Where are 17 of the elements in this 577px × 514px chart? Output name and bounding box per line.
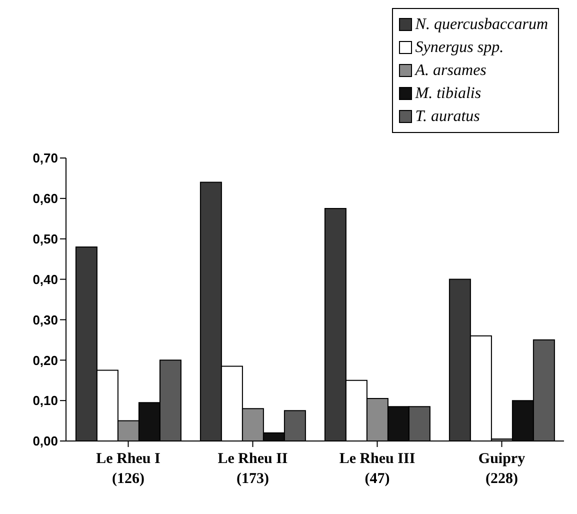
y-tick-label: 0,50 [32,231,58,246]
y-tick-label: 0,00 [32,434,58,449]
legend-label: A. arsames [415,62,486,80]
x-tick-label: Le Rheu II (173) [218,451,288,487]
y-tick-label: 0,70 [32,150,58,166]
y-tick-label: 0,60 [32,191,58,206]
y-tick-label: 0,40 [32,272,58,287]
y-tick-label: 0,10 [32,393,58,408]
legend-label: N. quercusbaccarum [415,16,548,34]
x-tick-label: Le Rheu III (47) [339,451,416,487]
legend-label: T. auratus [415,108,480,126]
y-tick-label: 0,20 [32,352,58,368]
x-tick-label: Le Rheu I (126) [96,451,160,487]
legend-label: Synergus spp. [415,38,504,56]
y-tick-label: 0,30 [32,312,58,328]
x-tick-label: Guipry (228) [478,451,526,487]
legend-label: M. tibialis [415,84,482,102]
